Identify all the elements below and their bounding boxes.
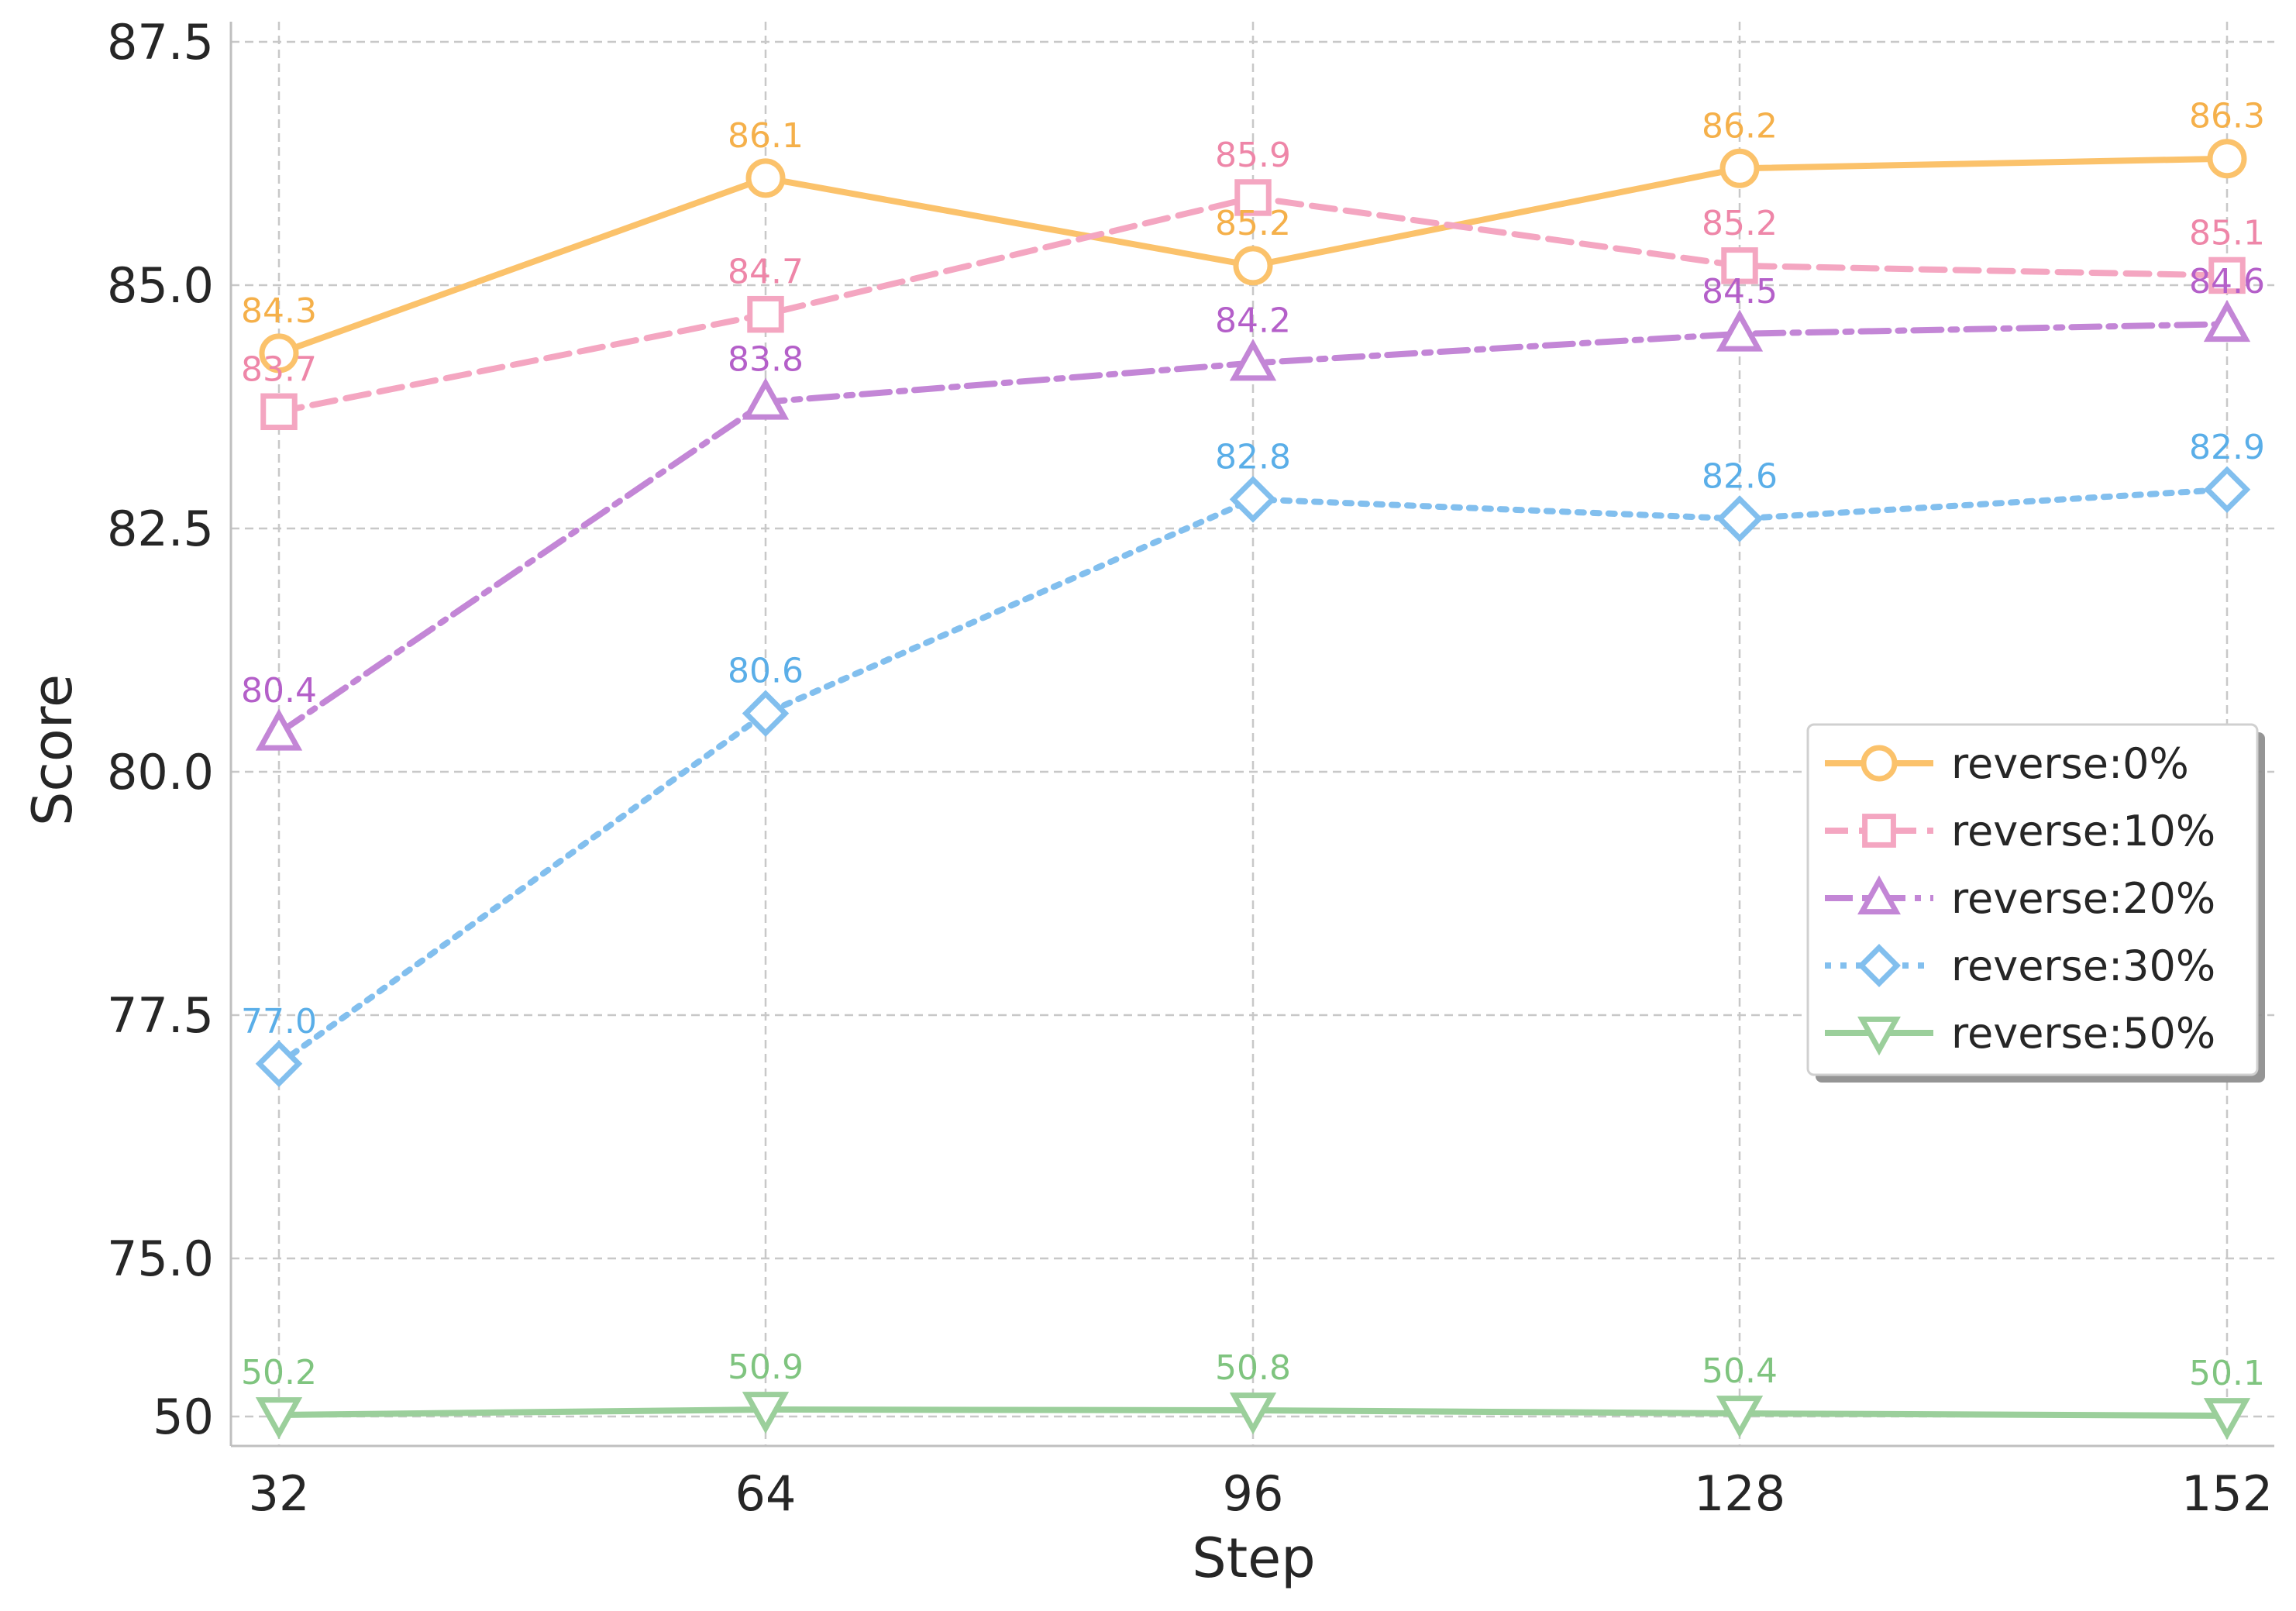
legend-item: reverse:20%	[1825, 874, 2215, 923]
data-label: 85.2	[1702, 204, 1778, 243]
y-tick-label: 77.5	[107, 987, 214, 1044]
data-label: 50.9	[728, 1348, 804, 1387]
triangle-down-marker	[2203, 1398, 2251, 1441]
data-label: 84.6	[2189, 262, 2265, 301]
legend-label: reverse:0%	[1951, 739, 2189, 788]
data-label: 86.3	[2189, 97, 2265, 136]
legend-label: reverse:20%	[1951, 874, 2215, 923]
diamond-marker	[1229, 476, 1277, 523]
data-label: 82.6	[1702, 456, 1778, 496]
square-marker	[747, 295, 784, 333]
diamond-marker	[255, 1040, 303, 1088]
data-label-layer: 84.3 86.1 85.2 86.2 86.3 83.7 84.7 85.9 85.2 85.1…	[241, 97, 2265, 1393]
data-label: 85.9	[1215, 136, 1291, 175]
y-tick-label: 80.0	[107, 744, 214, 800]
data-label: 86.2	[1702, 106, 1778, 146]
data-label: 50.8	[1215, 1348, 1291, 1388]
diamond-marker	[1716, 495, 1764, 542]
circle-marker	[259, 333, 299, 373]
circle-marker	[2207, 139, 2247, 179]
data-label: 80.6	[728, 652, 804, 691]
data-label: 50.1	[2189, 1354, 2265, 1393]
data-label: 84.2	[1215, 301, 1291, 340]
data-label: 83.7	[241, 349, 317, 389]
y-tick-label: 75.0	[107, 1231, 214, 1287]
legend-label: reverse:50%	[1951, 1009, 2215, 1058]
triangle-up-marker	[1857, 875, 1901, 915]
square-marker	[2208, 256, 2246, 294]
series-reverse-30-	[255, 466, 2251, 1088]
y-axis-title: Score	[21, 674, 84, 826]
axes-layer: 87.5 85.0 82.5 80.0 77.5 75.0 50 32 64 96 128 152	[107, 14, 2274, 1522]
x-tick-label: 64	[735, 1465, 797, 1522]
series-reverse-10-	[260, 179, 2246, 431]
data-label: 84.7	[728, 253, 804, 292]
triangle-up-marker	[255, 708, 303, 751]
triangle-up-marker	[1229, 339, 1277, 381]
circle-marker	[1861, 745, 1898, 782]
legend-box	[1806, 723, 2259, 1076]
data-label: 86.1	[728, 116, 804, 156]
data-label: 50.4	[1702, 1351, 1778, 1391]
data-label: 85.1	[2189, 213, 2265, 253]
data-label: 80.4	[241, 671, 317, 711]
diamond-marker	[742, 690, 790, 737]
series-reverse-0-	[259, 139, 2247, 373]
x-tick-label: 152	[2181, 1465, 2273, 1522]
triangle-down-marker	[1229, 1392, 1277, 1435]
legend: reverse:0% reverse:10% reverse:20% reverse:…	[1806, 723, 2265, 1083]
legend-label: reverse:30%	[1951, 941, 2215, 990]
triangle-up-marker	[1716, 309, 1764, 352]
data-label: 85.2	[1215, 204, 1291, 243]
data-label: 84.5	[1702, 272, 1778, 312]
circle-marker	[1719, 148, 1760, 188]
y-tick-label: 85.0	[107, 257, 214, 314]
legend-item: reverse:30%	[1825, 941, 2215, 990]
legend-item: reverse:0%	[1825, 739, 2189, 788]
series-layer	[255, 139, 2251, 1441]
legend-label: reverse:10%	[1951, 807, 2215, 855]
diamond-marker	[1857, 944, 1901, 987]
triangle-down-marker	[1716, 1396, 1764, 1438]
square-marker	[1234, 179, 1272, 216]
triangle-down-marker	[1857, 1016, 1901, 1056]
data-label: 82.9	[2189, 428, 2265, 467]
x-axis-title: Step	[1192, 1527, 1315, 1590]
triangle-down-marker	[742, 1392, 790, 1434]
data-label: 77.0	[241, 1002, 317, 1041]
triangle-up-marker	[742, 377, 790, 420]
data-label: 83.8	[728, 340, 804, 380]
circle-marker	[745, 158, 786, 198]
y-tick-label: 87.5	[107, 14, 214, 71]
diamond-marker	[2203, 466, 2251, 514]
legend-item: reverse:50%	[1825, 1009, 2215, 1058]
y-tick-label: 82.5	[107, 501, 214, 557]
data-label: 84.3	[241, 291, 317, 331]
square-marker	[1721, 247, 1758, 284]
series-reverse-50-	[255, 1392, 2251, 1441]
x-tick-label: 128	[1694, 1465, 1785, 1522]
y-tick-label: 50	[153, 1389, 214, 1445]
triangle-up-marker	[2203, 299, 2251, 343]
series-reverse-20-	[255, 299, 2251, 751]
x-tick-label: 96	[1223, 1465, 1284, 1522]
square-marker	[1862, 814, 1896, 848]
x-tick-label: 32	[249, 1465, 310, 1522]
circle-marker	[1233, 246, 1273, 286]
triangle-down-marker	[255, 1397, 303, 1440]
data-label: 82.8	[1215, 437, 1291, 477]
data-label: 50.2	[241, 1353, 317, 1392]
square-marker	[260, 393, 298, 431]
legend-item: reverse:10%	[1825, 807, 2215, 855]
